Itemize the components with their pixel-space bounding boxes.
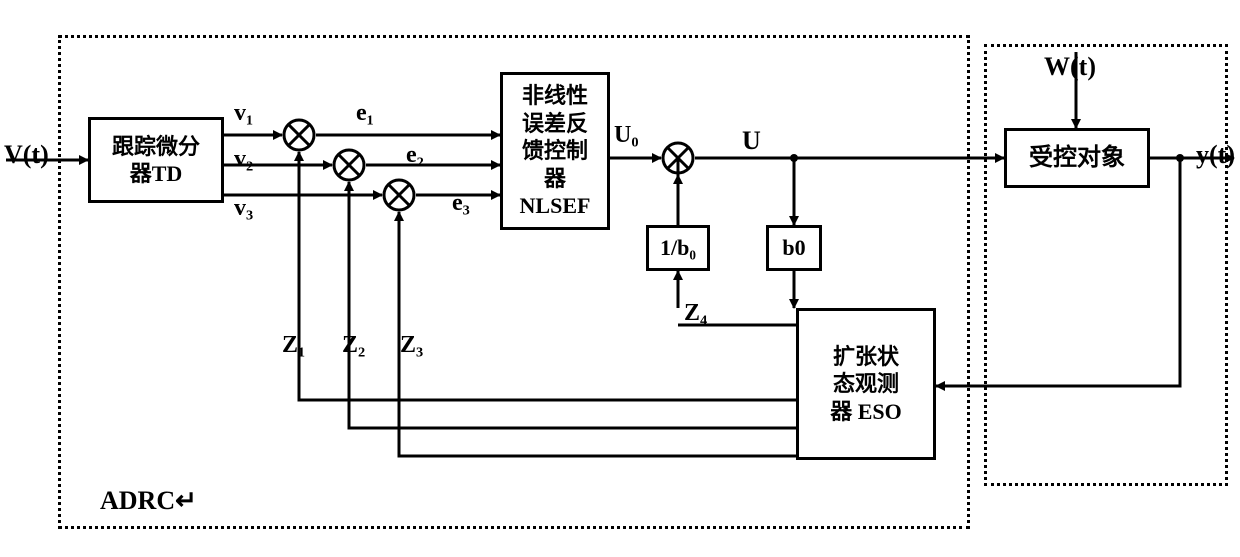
label-e3-text: e₃ bbox=[452, 190, 470, 216]
block-td-label: 跟踪微分器TD bbox=[112, 133, 200, 188]
label-Vt-text: V(t) bbox=[4, 140, 49, 169]
label-e2: e₂ bbox=[406, 142, 424, 169]
label-Z4-text: Z₄ bbox=[684, 300, 707, 326]
label-yt-text: y(t) bbox=[1196, 140, 1235, 169]
block-eso: 扩张状态观测器 ESO bbox=[796, 308, 936, 460]
block-inv-b0-label: 1/b₀ bbox=[660, 234, 696, 262]
sum-node-1 bbox=[282, 118, 316, 152]
label-Z3: Z₃ bbox=[400, 332, 423, 359]
block-inv-b0: 1/b₀ bbox=[646, 225, 710, 271]
block-b0: b0 bbox=[766, 225, 822, 271]
label-yt: y(t) bbox=[1196, 140, 1235, 170]
label-Wt-text: W(t) bbox=[1044, 52, 1096, 81]
label-v1: v₁ bbox=[234, 100, 253, 127]
label-v2: v₂ bbox=[234, 146, 253, 173]
label-Z2-text: Z₂ bbox=[342, 332, 365, 358]
block-nlsef-label: 非线性误差反馈控制器NLSEF bbox=[520, 82, 591, 220]
label-Z2: Z₂ bbox=[342, 332, 365, 359]
sum-node-4 bbox=[661, 141, 695, 175]
label-adrc-text: ADRC↵ bbox=[100, 486, 197, 515]
label-adrc: ADRC↵ bbox=[100, 486, 197, 516]
label-v1-text: v₁ bbox=[234, 100, 253, 126]
label-v2-text: v₂ bbox=[234, 146, 253, 172]
block-plant-label: 受控对象 bbox=[1029, 143, 1125, 173]
label-U: U bbox=[742, 126, 761, 156]
block-b0-label: b0 bbox=[782, 234, 805, 262]
label-U0-text: U₀ bbox=[614, 122, 639, 148]
label-v3: v₃ bbox=[234, 195, 253, 222]
label-Z1: Z₁ bbox=[282, 332, 305, 359]
block-td: 跟踪微分器TD bbox=[88, 117, 224, 203]
label-U-text: U bbox=[742, 126, 761, 155]
sum-node-3 bbox=[382, 178, 416, 212]
label-U0: U₀ bbox=[614, 122, 639, 149]
label-Z3-text: Z₃ bbox=[400, 332, 423, 358]
block-nlsef: 非线性误差反馈控制器NLSEF bbox=[500, 72, 610, 230]
block-plant: 受控对象 bbox=[1004, 128, 1150, 188]
plant-frame bbox=[984, 44, 1228, 486]
label-Z4: Z₄ bbox=[684, 300, 707, 327]
label-e2-text: e₂ bbox=[406, 142, 424, 168]
label-e3: e₃ bbox=[452, 190, 470, 217]
label-Wt: W(t) bbox=[1044, 52, 1096, 82]
label-e1-text: e₁ bbox=[356, 100, 374, 126]
diagram-stage: 跟踪微分器TD 非线性误差反馈控制器NLSEF 1/b₀ b0 扩张状态观测器 … bbox=[0, 0, 1240, 557]
label-v3-text: v₃ bbox=[234, 195, 253, 221]
label-Z1-text: Z₁ bbox=[282, 332, 305, 358]
label-e1: e₁ bbox=[356, 100, 374, 127]
label-Vt: V(t) bbox=[4, 140, 49, 170]
block-eso-label: 扩张状态观测器 ESO bbox=[830, 343, 902, 426]
sum-node-2 bbox=[332, 148, 366, 182]
